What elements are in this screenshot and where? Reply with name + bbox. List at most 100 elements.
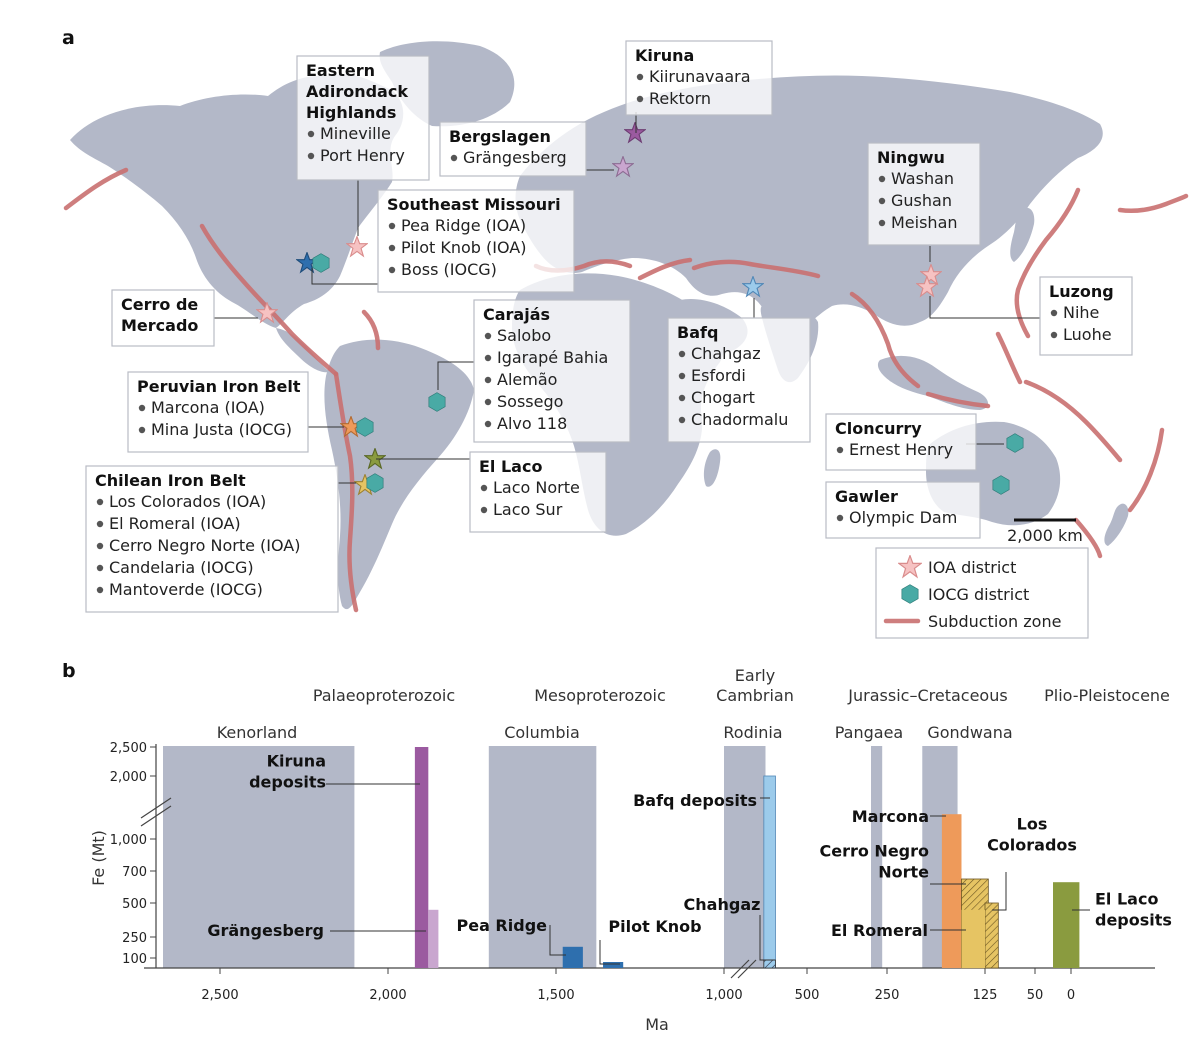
district-box-cloncurry: Cloncurry Ernest Henry [825,413,977,471]
subduction-south-america-west [333,371,359,613]
bullet-icon [484,420,492,428]
bar [763,775,776,969]
southeast-asia-islands [877,355,989,410]
subduction-zones [63,167,1189,613]
district-box-luzong: Luzong Nihe Luohe [1039,276,1133,356]
district-box-frame [473,299,631,443]
bar-group: Pilot Knob [603,917,702,968]
district-title: El Laco [479,457,542,476]
bullet-icon [484,398,492,406]
bullet-icon [678,350,686,358]
district-item: Olympic Dam [849,508,957,527]
district-box-ningwu: Ningwu Washan Gushan Meishan [867,142,981,246]
x-tick-label: 50 [1027,988,1044,1003]
bar-leader [759,915,775,961]
south-america [324,339,474,610]
district-item: Mina Justa (IOCG) [151,420,292,439]
bullet-icon [138,426,146,434]
district-box-ellaco: El Laco Laco Norte Laco Sur [469,451,607,533]
leader-luzong [929,296,1040,319]
district-item: Alemão [497,370,557,389]
y-tick-label: 500 [122,897,147,912]
bullet-icon [96,520,104,528]
subduction-sumatra [849,291,921,389]
district-item: Mantoverde (IOCG) [109,580,263,599]
era-label: Mesoproterozoic [534,686,666,705]
subduction-scotia [1073,517,1103,559]
bar-group: El Romeral [831,909,985,968]
district-box-semissouri: Southeast Missouri Pea Ridge (IOA) Pilot K… [377,189,575,293]
bullet-icon [388,244,396,252]
district-title: Bafq [677,323,718,342]
district-title: Bergslagen [449,127,551,146]
subduction-java [925,391,991,409]
bar-group: El Laco deposits [1053,882,1172,968]
district-title: Southeast Missouri [387,195,561,214]
scandinavia [584,108,660,186]
x-tick-label: 0 [1067,988,1075,1003]
bullet-icon [484,332,492,340]
district-title: Cloncurry [835,419,922,438]
bullet-icon [480,484,488,492]
district-item: Boss (IOCG) [401,260,497,279]
bar [941,814,962,968]
eurasia [515,75,1103,335]
district-item: El Romeral (IOA) [109,514,241,533]
bar [603,962,624,968]
bullet-icon [836,446,844,454]
bar-label: Los [1017,815,1048,834]
central-america [276,328,330,373]
district-box-frame [469,451,607,533]
subduction-kermadec [1127,427,1165,513]
district-box-adirondack: Eastern Adirondack Highlands Mineville Port … [296,55,430,181]
x-axis-break-icon [730,959,757,979]
bar-label: Marcona [852,807,929,826]
legend-subduction-label: Subduction zone [928,612,1061,631]
supercontinent-label: Pangaea [835,723,903,742]
bullet-icon [307,130,315,138]
bullet-icon [96,498,104,506]
district-title: Carajás [483,305,550,324]
district-box-bergslagen: Bergslagen Grängesberg [439,121,587,177]
subduction-aleutian [63,167,129,211]
district-item: Rektorn [649,89,711,108]
supercontinent-label: Kenorland [217,723,298,742]
district-title: Mercado [121,316,198,335]
subduction-kamchatka [1117,193,1189,213]
district-title: Kiruna [635,46,694,65]
bar-label: Pea Ridge [456,916,547,935]
district-item: Kiirunavaara [649,67,751,86]
era-label: Early [735,666,775,685]
supercontinent-label: Rodinia [723,723,782,742]
district-box-kiruna: Kiruna Kiirunavaara Rektorn [625,40,773,116]
bar-leader [599,940,620,965]
district-box-cerro: Cerro de Mercado [111,289,215,347]
x-tick-label: 2,500 [201,988,238,1003]
district-item: Pea Ridge (IOA) [401,216,526,235]
district-item: Pilot Knob (IOA) [401,238,526,257]
district-item: Sossego [497,392,563,411]
district-item: Gushan [891,191,952,210]
era-label: Cambrian [716,686,794,705]
bar-label: Pilot Knob [608,917,701,936]
district-title: Highlands [306,103,396,122]
district-box-frame [85,465,339,613]
bullet-icon [678,372,686,380]
x-tick-label: 125 [973,988,998,1003]
bullet-icon [636,73,644,81]
y-tick-label: 2,000 [110,770,147,785]
bullet-icon [678,416,686,424]
bullet-icon [878,175,886,183]
era-label: Palaeoproterozoic [313,686,455,705]
new-zealand [1104,503,1129,546]
district-title: Peruvian Iron Belt [137,377,301,396]
district-title: Eastern [306,61,375,80]
subduction-philippines [995,331,1023,385]
district-item: Meishan [891,213,958,232]
district-box-frame [439,121,587,177]
bullet-icon [484,376,492,384]
district-item: Igarapé Bahia [497,348,608,367]
bullet-icon [96,542,104,550]
y-tick-label: 700 [122,865,147,880]
bar-leader [992,872,1007,911]
